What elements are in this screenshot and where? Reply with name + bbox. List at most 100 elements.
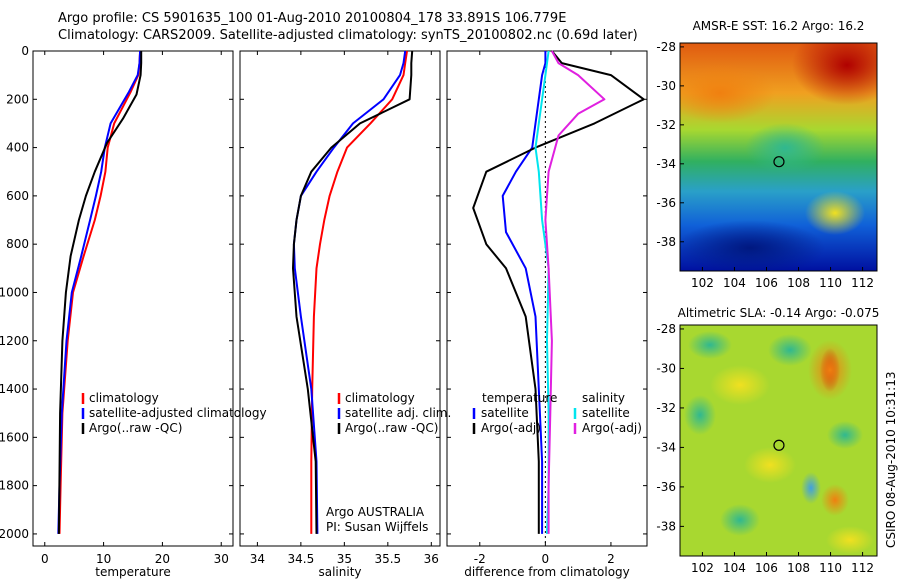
x-tick-label: 0 (542, 552, 550, 566)
map-field (680, 325, 877, 556)
map-x-tick-label: 102 (691, 561, 714, 575)
sla-anomaly-patch (768, 334, 812, 366)
legend-heading-salinity: salinity (582, 391, 625, 405)
sla-anomaly-patch (827, 421, 863, 449)
legend-label: climatology (345, 391, 415, 405)
map-x-tick-label: 108 (787, 276, 810, 290)
argo-location-marker (773, 156, 785, 168)
profile-panel-2: 34 34.5 35 35.5 36 salinity climatologysatelli… (239, 50, 451, 579)
legend-heading-temperature: temperature (482, 391, 557, 405)
sla-anomaly-patch (808, 340, 852, 400)
y-tick-label: 1200 (0, 334, 29, 348)
map-y-tick-label: -32 (656, 118, 676, 132)
y-tick-label: 1800 (0, 479, 29, 493)
map-y-tick-label: -34 (656, 440, 676, 454)
series-line-1 (501, 51, 547, 534)
map-frame (679, 324, 878, 557)
series-line-2 (57, 50, 142, 534)
x-tick-label: 36 (424, 552, 439, 566)
legend-label: Argo(-adj) (481, 421, 541, 435)
map-x-tick-label: 106 (755, 561, 778, 575)
annotation-line1: Argo AUSTRALIA (326, 505, 425, 519)
series-line-2 (472, 50, 645, 534)
y-tick-label: 400 (6, 141, 29, 155)
map-panel-2: Altimetric SLA: -0.14 Argo: -0.075 102 104… (656, 306, 879, 575)
map-title: Altimetric SLA: -0.14 Argo: -0.075 (678, 306, 880, 320)
panel-frame (239, 50, 441, 547)
map-y-tick-label: -30 (656, 79, 676, 93)
sst-front-patch (745, 123, 825, 173)
sst-cold-patch (680, 220, 825, 271)
y-tick-label: 1000 (0, 285, 29, 299)
profile-panel-1: 0 10 20 30 temperature 0 200 400 600 800 1000 1200 1… (0, 44, 267, 579)
map-frame (679, 42, 878, 272)
map-y-tick-label: -38 (656, 519, 676, 533)
sla-anomaly-patch (684, 395, 716, 435)
sla-anomaly-patch (720, 504, 760, 536)
map-panel-1: AMSR-E SST: 16.2 Argo: 16.2 102 104 106 108 1… (656, 19, 878, 290)
map-y-tick-label: -30 (656, 361, 676, 375)
x-tick-label: 30 (214, 552, 229, 566)
sla-anomaly-patch (821, 484, 849, 516)
legend-label: satellite (582, 406, 630, 420)
map-y-tick-label: -34 (656, 157, 676, 171)
x-axis-label: temperature (95, 565, 170, 579)
legend-label: Argo(..raw -QC) (345, 421, 438, 435)
map-y-tick-label: -38 (656, 235, 676, 249)
sla-anomaly-patch (744, 447, 796, 483)
map-y-tick-label: -28 (656, 40, 676, 54)
y-tick-label: 0 (21, 44, 29, 58)
x-tick-label: 20 (155, 552, 170, 566)
map-field (680, 43, 877, 271)
map-x-tick-label: 108 (787, 561, 810, 575)
x-tick-label: 10 (96, 552, 111, 566)
legend-label: satellite-adjusted climatology (89, 406, 267, 420)
panel-frame (446, 50, 648, 547)
sla-anomaly-patch (826, 526, 874, 554)
map-x-tick-label: 112 (851, 276, 874, 290)
sst-yellow-patch (805, 191, 865, 235)
map-x-tick-label: 110 (819, 561, 842, 575)
y-tick-label: 2000 (0, 527, 29, 541)
x-tick-label: 35 (337, 552, 352, 566)
sla-anomaly-patch (710, 365, 770, 405)
series-line-3 (292, 50, 414, 534)
series-line-3 (57, 51, 143, 534)
series-line-4 (544, 50, 606, 534)
legend-label: satellite adj. clim. (345, 406, 451, 420)
map-y-tick-label: -28 (656, 322, 676, 336)
figure-title-line2: Climatology: CARS2009. Satellite-adjuste… (58, 28, 638, 43)
series-line-1 (310, 50, 408, 534)
x-tick-label: 2 (607, 552, 615, 566)
legend-label: climatology (89, 391, 159, 405)
map-x-tick-label: 112 (851, 561, 874, 575)
panel-frame (32, 50, 234, 547)
x-tick-label: 35.5 (374, 552, 401, 566)
series-line-3 (534, 50, 550, 534)
map-x-tick-label: 102 (691, 276, 714, 290)
y-tick-label: 600 (6, 189, 29, 203)
x-axis-label: salinity (318, 565, 361, 579)
annotation-line2: PI: Susan Wijffels (326, 520, 428, 534)
x-tick-label: -2 (474, 552, 486, 566)
map-y-tick-label: -36 (656, 196, 676, 210)
y-tick-label: 1400 (0, 382, 29, 396)
legend-label: satellite (481, 406, 529, 420)
map-x-tick-label: 104 (723, 561, 746, 575)
sla-anomaly-patch (688, 331, 732, 359)
figure-title-line1: Argo profile: CS 5901635_100 01-Aug-2010… (58, 11, 567, 26)
x-axis-label: difference from climatology (464, 565, 630, 579)
y-tick-label: 800 (6, 237, 29, 251)
x-tick-label: 0 (41, 552, 49, 566)
legend-label: Argo(..raw -QC) (89, 421, 182, 435)
map-y-tick-label: -32 (656, 401, 676, 415)
argo-location-marker (773, 439, 785, 451)
sla-anomaly-patch (801, 472, 821, 504)
y-tick-label: 1600 (0, 430, 29, 444)
map-x-tick-label: 104 (723, 276, 746, 290)
map-x-tick-label: 106 (755, 276, 778, 290)
sst-warm-patch (680, 63, 775, 123)
map-y-tick-label: -36 (656, 480, 676, 494)
